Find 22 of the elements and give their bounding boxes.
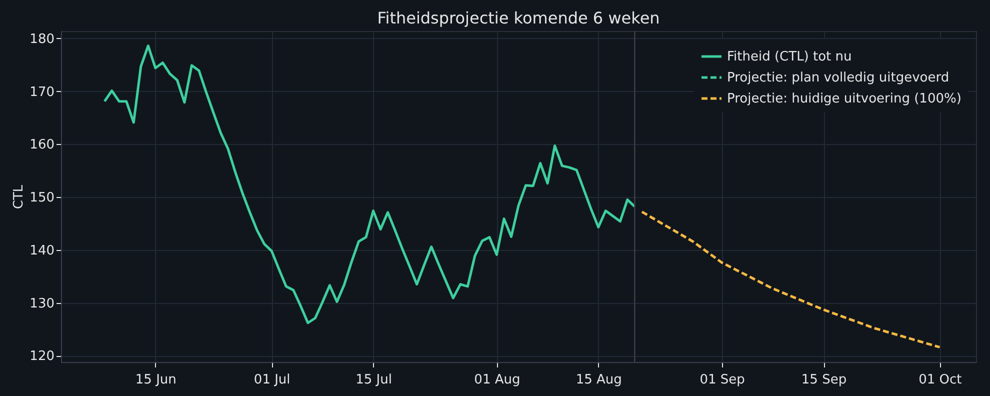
x-tick-label: 01 Jul bbox=[254, 372, 290, 388]
legend-label: Projectie: plan volledig uitgevoerd bbox=[727, 70, 950, 86]
line-series bbox=[640, 210, 941, 348]
x-tick-label: 01 Oct bbox=[918, 372, 962, 388]
x-tick-label: 15 Jul bbox=[356, 372, 392, 388]
y-tick-label: 170 bbox=[30, 84, 54, 100]
legend-label: Fitheid (CTL) tot nu bbox=[727, 50, 852, 64]
x-tick-label: 15 Aug bbox=[576, 372, 622, 388]
line-series bbox=[103, 44, 636, 324]
x-tick-label: 01 Sep bbox=[700, 372, 745, 388]
x-tick-label: 01 Aug bbox=[474, 372, 520, 388]
y-tick-label: 180 bbox=[30, 32, 54, 47]
y-tick-label: 150 bbox=[30, 190, 54, 206]
legend-label: Projectie: huidige uitvoering (100%) bbox=[727, 92, 962, 106]
y-tick-label: 120 bbox=[30, 349, 54, 364]
x-tick-label: 15 Sep bbox=[801, 372, 847, 388]
y-tick-label: 160 bbox=[30, 138, 54, 153]
y-tick-label: 130 bbox=[30, 296, 54, 312]
y-tick-label: 140 bbox=[30, 243, 54, 258]
x-tick-label: 15 Jun bbox=[135, 372, 176, 388]
chart-title: Fitheidsprojectie komende 6 weken bbox=[377, 8, 660, 28]
y-axis-title: CTL bbox=[12, 184, 27, 210]
